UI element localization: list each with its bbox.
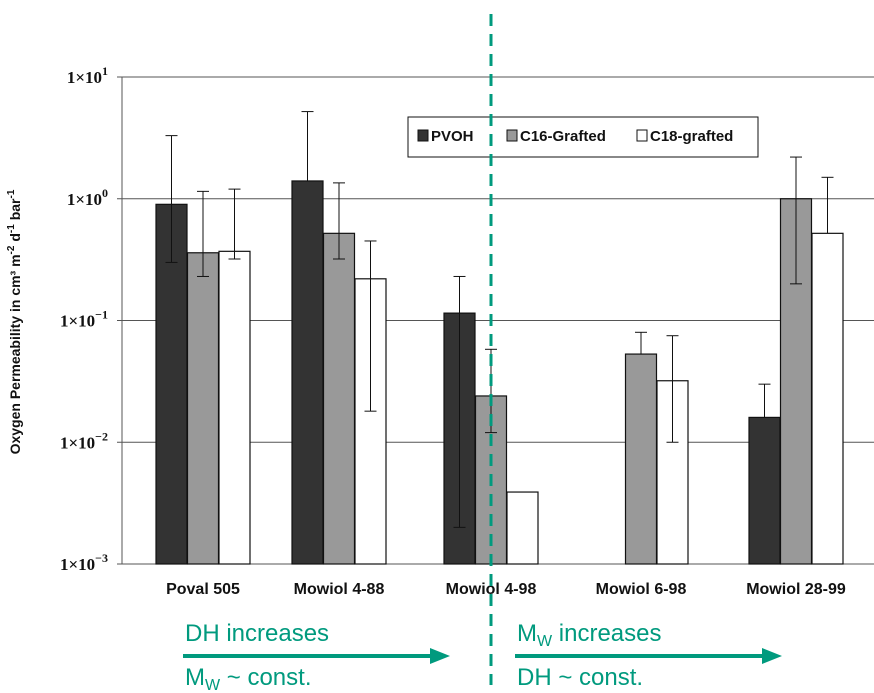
legend: PVOH C16-Grafted C18-grafted: [407, 116, 759, 158]
y-tick-label: 1×10−1: [60, 308, 108, 331]
annotation-mw-const: MW ~ const.: [185, 664, 312, 693]
x-tick-label: Mowiol 28-99: [746, 581, 846, 598]
x-tick-label: Mowiol 4-98: [446, 581, 537, 598]
x-tick-labels: Poval 505 Mowiol 4-88 Mowiol 4-98 Mowiol 6-…: [166, 581, 846, 598]
legend-entry: PVOH: [431, 128, 474, 145]
bar-c18-grafted-4: [811, 232, 844, 565]
annotation-dh-increases: DH increases: [185, 620, 329, 647]
legend-swatch: [506, 129, 518, 142]
x-tick-label: Mowiol 6-98: [596, 581, 687, 598]
bar-pvoh-1: [291, 180, 324, 565]
arrow-right-head: [762, 648, 782, 664]
bar-c16-grafted-1: [322, 232, 356, 565]
bar-pvoh-4: [748, 416, 781, 565]
x-tick-label: Poval 505: [166, 581, 240, 598]
y-tick-label: 1×100: [67, 186, 108, 209]
arrow-left-head: [430, 648, 450, 664]
bar-c18-grafted-0: [218, 250, 251, 565]
y-tick-label: 1×10−2: [60, 429, 108, 452]
annotations: DH increases MW ~ const. MW increases DH ~ …: [183, 620, 782, 693]
y-tick-label: 1×101: [67, 64, 108, 87]
bar-c16-grafted-0: [186, 252, 220, 565]
y-tick-labels: 1×101 1×100 1×10−1 1×10−2 1×10−3: [60, 64, 108, 574]
bars: [155, 111, 844, 565]
legend-swatch: [636, 129, 648, 142]
legend-entry: C16-Grafted: [520, 128, 606, 145]
annotation-mw-increases: MW increases: [517, 620, 662, 650]
y-tick-label: 1×10−3: [60, 551, 108, 574]
bar-c16-grafted-3: [624, 353, 658, 565]
annotation-dh-const: DH ~ const.: [517, 664, 643, 691]
bar-pvoh-0: [155, 203, 188, 565]
legend-entry: C18-grafted: [650, 128, 733, 145]
x-tick-label: Mowiol 4-88: [294, 581, 385, 598]
legend-swatch: [417, 129, 429, 142]
bar-c18-grafted-2: [506, 491, 539, 565]
legend-box: [407, 116, 759, 158]
y-axis-label: Oxygen Permeability in cm³ m-2 d-1 bar-1: [6, 189, 23, 454]
